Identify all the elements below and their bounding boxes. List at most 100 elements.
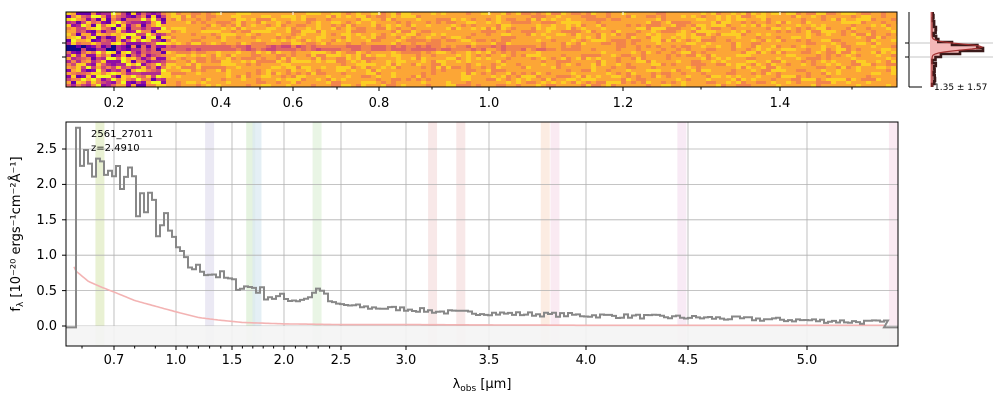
heatmap-cell	[341, 69, 347, 73]
heatmap-cell	[631, 75, 637, 79]
heatmap-cell	[131, 30, 137, 34]
heatmap-cell	[316, 36, 322, 40]
heatmap-cell	[636, 33, 642, 37]
heatmap-cell	[156, 30, 162, 34]
heatmap-cell	[526, 81, 532, 85]
heatmap-cell	[466, 51, 472, 55]
heatmap-cell	[291, 60, 297, 64]
heatmap-cell	[826, 18, 832, 22]
heatmap-cell	[731, 51, 737, 55]
heatmap-cell	[296, 78, 302, 82]
heatmap-cell	[851, 39, 857, 43]
heatmap-cell	[771, 33, 777, 37]
heatmap-cell	[886, 39, 892, 43]
heatmap-cell	[631, 54, 637, 58]
heatmap-cell	[866, 69, 872, 73]
heatmap-cell	[496, 33, 502, 37]
heatmap-cell	[691, 66, 697, 70]
heatmap-cell	[796, 45, 802, 49]
heatmap-cell	[716, 63, 722, 67]
heatmap-cell	[441, 15, 447, 19]
heatmap-cell	[501, 15, 507, 19]
heatmap-cell	[676, 27, 682, 31]
heatmap-cell	[831, 18, 837, 22]
heatmap-cell	[246, 15, 252, 19]
heatmap-cell	[341, 42, 347, 46]
heatmap-cell	[281, 54, 287, 58]
heatmap-cell	[176, 36, 182, 40]
heatmap-cell	[311, 27, 317, 31]
heatmap-cell	[151, 57, 157, 61]
heatmap-cell	[841, 21, 847, 25]
heatmap-cell	[701, 84, 707, 87]
heatmap-cell	[686, 51, 692, 55]
heatmap-cell	[891, 69, 897, 73]
heatmap-cell	[406, 24, 412, 28]
heatmap-cell	[821, 45, 827, 49]
heatmap-cell	[371, 75, 377, 79]
heatmap-cell	[341, 51, 347, 55]
heatmap-cell	[161, 57, 167, 61]
heatmap-cell	[821, 42, 827, 46]
heatmap-cell	[121, 24, 127, 28]
heatmap-cell	[781, 57, 787, 61]
heatmap-cell	[806, 75, 812, 79]
heatmap-cell	[466, 81, 472, 85]
heatmap-cell	[201, 45, 207, 49]
heatmap-cell	[86, 69, 92, 73]
heatmap-cell	[746, 75, 752, 79]
heatmap-cell	[631, 78, 637, 82]
heatmap-cell	[101, 78, 107, 82]
heatmap-cell	[596, 33, 602, 37]
heatmap-cell	[876, 42, 882, 46]
heatmap-cell	[566, 69, 572, 73]
heatmap-cell	[551, 24, 557, 28]
heatmap-cell	[816, 33, 822, 37]
heatmap-cell	[686, 15, 692, 19]
heatmap-cell	[121, 66, 127, 70]
heatmap-cell	[426, 48, 432, 52]
heatmap-cell	[756, 27, 762, 31]
heatmap-cell	[426, 54, 432, 58]
heatmap-cell	[91, 30, 97, 34]
heatmap-cell	[391, 30, 397, 34]
heatmap-cell	[71, 78, 77, 82]
heatmap-cell	[816, 51, 822, 55]
heatmap-cell	[276, 42, 282, 46]
heatmap-cell	[801, 36, 807, 40]
heatmap-cell	[246, 24, 252, 28]
heatmap-cell	[731, 72, 737, 76]
heatmap-cell	[186, 15, 192, 19]
heatmap-cell	[746, 39, 752, 43]
heatmap-cell	[206, 48, 212, 52]
heatmap-cell	[581, 15, 587, 19]
heatmap-cell	[221, 60, 227, 64]
heatmap-cell	[611, 48, 617, 52]
heatmap-cell	[116, 57, 122, 61]
heatmap-cell	[96, 84, 102, 87]
heatmap-cell	[96, 18, 102, 22]
heatmap-cell	[281, 48, 287, 52]
heatmap-cell	[181, 63, 187, 67]
heatmap-cell	[266, 63, 272, 67]
heatmap-cell	[761, 48, 767, 52]
heatmap-cell	[866, 18, 872, 22]
heatmap-cell	[246, 63, 252, 67]
heatmap-cell	[331, 66, 337, 70]
heatmap-cell	[796, 21, 802, 25]
heatmap-cell	[816, 12, 822, 16]
heatmap-cell	[96, 81, 102, 85]
heatmap-cell	[776, 33, 782, 37]
heatmap-cell	[136, 48, 142, 52]
heatmap-cell	[126, 81, 132, 85]
heatmap-cell	[481, 66, 487, 70]
heatmap-cell	[546, 48, 552, 52]
heatmap-cell	[176, 75, 182, 79]
heatmap-cell	[746, 36, 752, 40]
heatmap-cell	[276, 60, 282, 64]
heatmap-cell	[816, 63, 822, 67]
heatmap-cell	[206, 21, 212, 25]
heatmap-cell	[281, 33, 287, 37]
heatmap-cell	[496, 42, 502, 46]
heatmap-cell	[846, 84, 852, 87]
